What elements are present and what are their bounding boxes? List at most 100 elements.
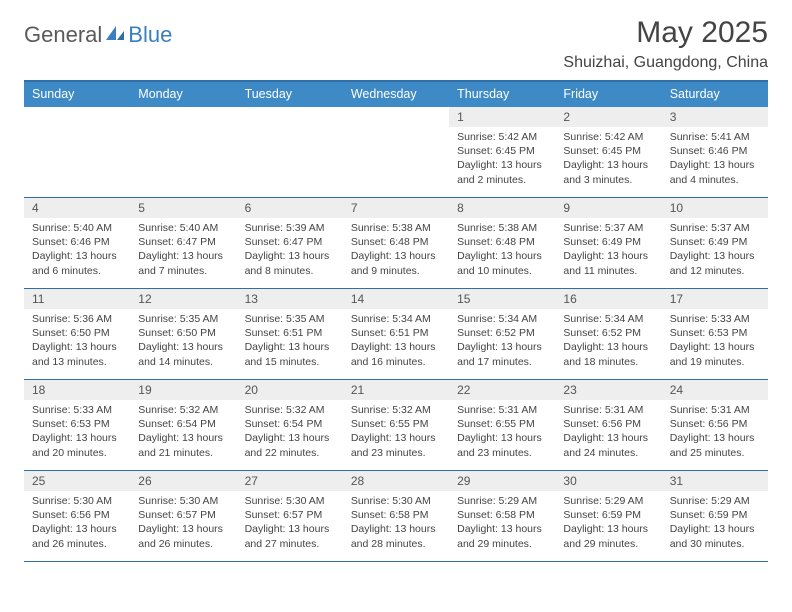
- calendar-cell: 30Sunrise: 5:29 AMSunset: 6:59 PMDayligh…: [555, 471, 661, 561]
- daylight1-text: Daylight: 13 hours: [457, 522, 547, 536]
- daylight1-text: Daylight: 13 hours: [138, 522, 228, 536]
- sunset-text: Sunset: 6:54 PM: [245, 417, 335, 431]
- sunset-text: Sunset: 6:50 PM: [32, 326, 122, 340]
- cell-body: Sunrise: 5:39 AMSunset: 6:47 PMDaylight:…: [237, 218, 343, 282]
- sunrise-text: Sunrise: 5:33 AM: [670, 312, 760, 326]
- sunrise-text: Sunrise: 5:31 AM: [670, 403, 760, 417]
- brand-logo: General Blue: [24, 16, 172, 48]
- day-header-thursday: Thursday: [449, 82, 555, 107]
- day-number: 16: [555, 289, 661, 309]
- day-number: [237, 107, 343, 127]
- cell-body: Sunrise: 5:32 AMSunset: 6:54 PMDaylight:…: [237, 400, 343, 464]
- day-number: 2: [555, 107, 661, 127]
- daylight2-text: and 18 minutes.: [563, 355, 653, 369]
- week-row: 25Sunrise: 5:30 AMSunset: 6:56 PMDayligh…: [24, 471, 768, 562]
- day-number: 13: [237, 289, 343, 309]
- day-header-row: Sunday Monday Tuesday Wednesday Thursday…: [24, 82, 768, 107]
- daylight2-text: and 30 minutes.: [670, 537, 760, 551]
- day-number: [130, 107, 236, 127]
- sunrise-text: Sunrise: 5:30 AM: [245, 494, 335, 508]
- calendar-cell: 17Sunrise: 5:33 AMSunset: 6:53 PMDayligh…: [662, 289, 768, 379]
- calendar-cell: 18Sunrise: 5:33 AMSunset: 6:53 PMDayligh…: [24, 380, 130, 470]
- daylight1-text: Daylight: 13 hours: [138, 340, 228, 354]
- cell-body: Sunrise: 5:38 AMSunset: 6:48 PMDaylight:…: [449, 218, 555, 282]
- week-row: 11Sunrise: 5:36 AMSunset: 6:50 PMDayligh…: [24, 289, 768, 380]
- sunset-text: Sunset: 6:49 PM: [563, 235, 653, 249]
- day-number: 21: [343, 380, 449, 400]
- calendar-cell: 21Sunrise: 5:32 AMSunset: 6:55 PMDayligh…: [343, 380, 449, 470]
- cell-body: Sunrise: 5:29 AMSunset: 6:58 PMDaylight:…: [449, 491, 555, 555]
- sail-icon: [104, 24, 126, 47]
- cell-body: Sunrise: 5:33 AMSunset: 6:53 PMDaylight:…: [24, 400, 130, 464]
- sunrise-text: Sunrise: 5:37 AM: [563, 221, 653, 235]
- calendar-cell: [343, 107, 449, 197]
- sunrise-text: Sunrise: 5:39 AM: [245, 221, 335, 235]
- day-number: 7: [343, 198, 449, 218]
- calendar-cell: 14Sunrise: 5:34 AMSunset: 6:51 PMDayligh…: [343, 289, 449, 379]
- sunset-text: Sunset: 6:51 PM: [245, 326, 335, 340]
- daylight2-text: and 12 minutes.: [670, 264, 760, 278]
- calendar-cell: 23Sunrise: 5:31 AMSunset: 6:56 PMDayligh…: [555, 380, 661, 470]
- daylight2-text: and 7 minutes.: [138, 264, 228, 278]
- calendar-cell: 20Sunrise: 5:32 AMSunset: 6:54 PMDayligh…: [237, 380, 343, 470]
- day-number: 1: [449, 107, 555, 127]
- cell-body: Sunrise: 5:30 AMSunset: 6:58 PMDaylight:…: [343, 491, 449, 555]
- daylight1-text: Daylight: 13 hours: [457, 249, 547, 263]
- month-title: May 2025: [563, 16, 768, 50]
- calendar-cell: 7Sunrise: 5:38 AMSunset: 6:48 PMDaylight…: [343, 198, 449, 288]
- sunset-text: Sunset: 6:54 PM: [138, 417, 228, 431]
- calendar-cell: 6Sunrise: 5:39 AMSunset: 6:47 PMDaylight…: [237, 198, 343, 288]
- cell-body: Sunrise: 5:37 AMSunset: 6:49 PMDaylight:…: [555, 218, 661, 282]
- day-number: [24, 107, 130, 127]
- sunrise-text: Sunrise: 5:32 AM: [245, 403, 335, 417]
- sunset-text: Sunset: 6:59 PM: [670, 508, 760, 522]
- day-number: 6: [237, 198, 343, 218]
- cell-body: [24, 127, 130, 134]
- calendar-cell: 22Sunrise: 5:31 AMSunset: 6:55 PMDayligh…: [449, 380, 555, 470]
- calendar-cell: 4Sunrise: 5:40 AMSunset: 6:46 PMDaylight…: [24, 198, 130, 288]
- day-number: 31: [662, 471, 768, 491]
- sunset-text: Sunset: 6:45 PM: [563, 144, 653, 158]
- daylight1-text: Daylight: 13 hours: [32, 340, 122, 354]
- week-row: 18Sunrise: 5:33 AMSunset: 6:53 PMDayligh…: [24, 380, 768, 471]
- sunrise-text: Sunrise: 5:30 AM: [351, 494, 441, 508]
- calendar-cell: 11Sunrise: 5:36 AMSunset: 6:50 PMDayligh…: [24, 289, 130, 379]
- day-number: 24: [662, 380, 768, 400]
- daylight1-text: Daylight: 13 hours: [138, 249, 228, 263]
- daylight1-text: Daylight: 13 hours: [32, 249, 122, 263]
- sunrise-text: Sunrise: 5:32 AM: [351, 403, 441, 417]
- day-number: 15: [449, 289, 555, 309]
- calendar-cell: 2Sunrise: 5:42 AMSunset: 6:45 PMDaylight…: [555, 107, 661, 197]
- day-number: 28: [343, 471, 449, 491]
- calendar-cell: 1Sunrise: 5:42 AMSunset: 6:45 PMDaylight…: [449, 107, 555, 197]
- calendar-cell: 15Sunrise: 5:34 AMSunset: 6:52 PMDayligh…: [449, 289, 555, 379]
- sunrise-text: Sunrise: 5:40 AM: [138, 221, 228, 235]
- cell-body: Sunrise: 5:31 AMSunset: 6:56 PMDaylight:…: [555, 400, 661, 464]
- calendar-cell: 13Sunrise: 5:35 AMSunset: 6:51 PMDayligh…: [237, 289, 343, 379]
- daylight2-text: and 11 minutes.: [563, 264, 653, 278]
- cell-body: Sunrise: 5:42 AMSunset: 6:45 PMDaylight:…: [555, 127, 661, 191]
- daylight2-text: and 10 minutes.: [457, 264, 547, 278]
- day-number: 12: [130, 289, 236, 309]
- sunset-text: Sunset: 6:47 PM: [245, 235, 335, 249]
- day-number: 18: [24, 380, 130, 400]
- daylight1-text: Daylight: 13 hours: [245, 431, 335, 445]
- cell-body: Sunrise: 5:32 AMSunset: 6:54 PMDaylight:…: [130, 400, 236, 464]
- sunrise-text: Sunrise: 5:30 AM: [138, 494, 228, 508]
- daylight1-text: Daylight: 13 hours: [138, 431, 228, 445]
- sunrise-text: Sunrise: 5:40 AM: [32, 221, 122, 235]
- day-header-monday: Monday: [130, 82, 236, 107]
- daylight1-text: Daylight: 13 hours: [351, 431, 441, 445]
- daylight2-text: and 26 minutes.: [32, 537, 122, 551]
- sunset-text: Sunset: 6:56 PM: [32, 508, 122, 522]
- calendar-cell: 12Sunrise: 5:35 AMSunset: 6:50 PMDayligh…: [130, 289, 236, 379]
- sunset-text: Sunset: 6:49 PM: [670, 235, 760, 249]
- sunrise-text: Sunrise: 5:31 AM: [563, 403, 653, 417]
- calendar-cell: 3Sunrise: 5:41 AMSunset: 6:46 PMDaylight…: [662, 107, 768, 197]
- cell-body: Sunrise: 5:35 AMSunset: 6:50 PMDaylight:…: [130, 309, 236, 373]
- daylight2-text: and 25 minutes.: [670, 446, 760, 460]
- sunrise-text: Sunrise: 5:35 AM: [138, 312, 228, 326]
- sunset-text: Sunset: 6:52 PM: [563, 326, 653, 340]
- daylight2-text: and 29 minutes.: [457, 537, 547, 551]
- daylight1-text: Daylight: 13 hours: [245, 249, 335, 263]
